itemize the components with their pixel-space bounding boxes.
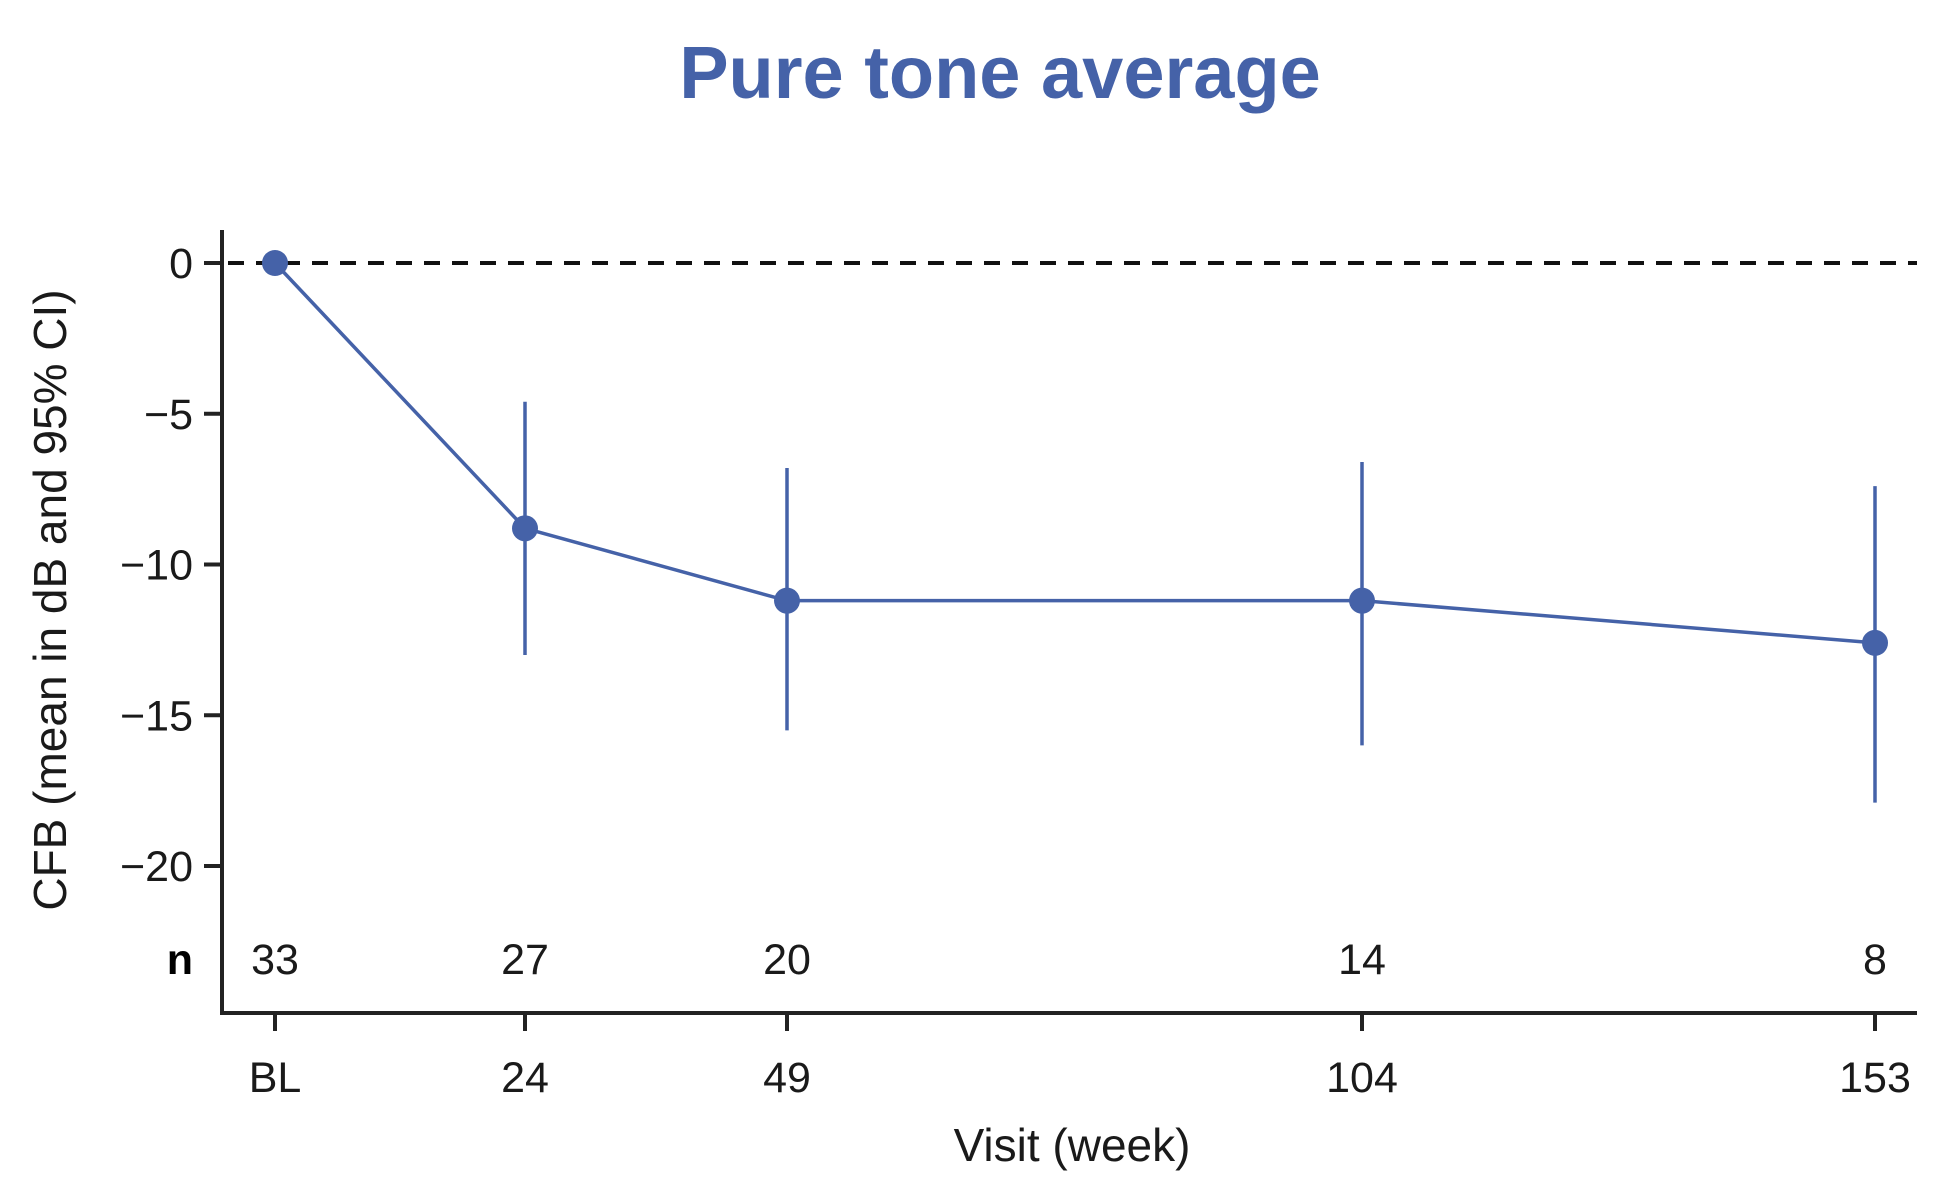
x-tick-label: 49: [763, 1054, 811, 1102]
x-tick-label: 24: [501, 1054, 549, 1102]
y-tick-label: −15: [120, 692, 193, 740]
chart-title: Pure tone average: [679, 31, 1321, 114]
x-axis-ticks: BL 24 49 104 153: [249, 1013, 1911, 1102]
y-axis-ticks: 0 −5 −10 −15 −20: [120, 240, 222, 891]
y-tick-label: −5: [144, 391, 193, 439]
data-point: [1349, 587, 1375, 614]
n-value: 8: [1863, 936, 1887, 984]
x-tick-label: 153: [1839, 1054, 1911, 1102]
y-tick-label: −10: [120, 542, 193, 590]
data-point: [1862, 629, 1888, 656]
data-point: [512, 515, 538, 542]
series-line: [273, 261, 1876, 645]
n-label: n: [167, 936, 193, 984]
data-point: [262, 250, 288, 276]
y-tick-label: −20: [120, 843, 193, 891]
data-point: [774, 587, 800, 614]
x-tick-label: BL: [249, 1054, 302, 1102]
n-value: 33: [251, 936, 299, 984]
data-points: [262, 250, 1888, 656]
x-axis-title: Visit (week): [954, 1119, 1191, 1171]
sample-size-row: n 33 27 20 14 8: [167, 936, 1887, 984]
n-value: 27: [501, 936, 549, 984]
x-tick-label: 104: [1326, 1054, 1398, 1102]
y-tick-label: 0: [169, 240, 193, 288]
n-value: 20: [763, 936, 811, 984]
n-value: 14: [1338, 936, 1386, 984]
y-axis-title: CFB (mean in dB and 95% CI): [24, 289, 76, 910]
